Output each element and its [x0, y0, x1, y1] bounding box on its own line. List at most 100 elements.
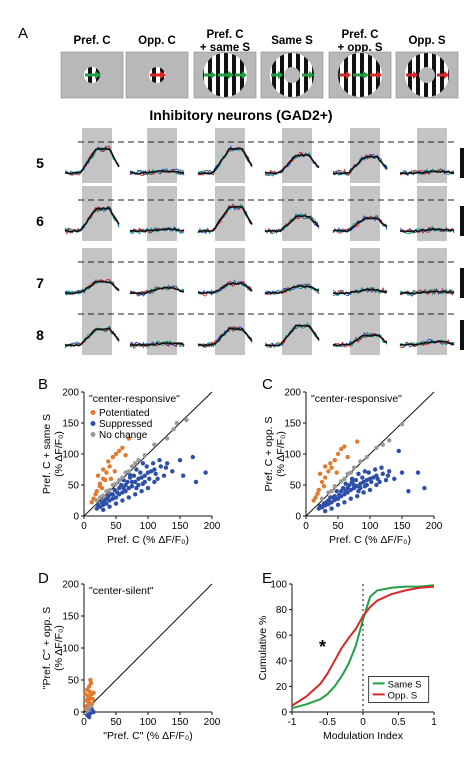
y-tick-label: 150 [284, 419, 301, 430]
data-point [88, 704, 93, 710]
y-tick-label: 200 [62, 580, 79, 591]
significance-star: * [319, 637, 326, 657]
x-tick-label: 50 [110, 717, 122, 728]
data-point [112, 469, 117, 474]
data-point [101, 493, 106, 498]
data-point [113, 501, 119, 506]
x-tick-label: 100 [140, 717, 157, 728]
data-point [335, 451, 341, 457]
stim-window [215, 248, 245, 303]
x-tick-label: -1 [288, 717, 297, 728]
data-point [131, 473, 137, 478]
data-point [126, 469, 131, 474]
cumulative-curve [291, 584, 435, 710]
data-point [329, 465, 334, 470]
data-point [371, 475, 376, 480]
data-point [155, 476, 160, 481]
data-point [138, 470, 143, 475]
data-point [374, 445, 379, 450]
y-tick-label: 200 [284, 388, 301, 399]
legend-label: Suppressed [99, 419, 152, 430]
data-point [107, 464, 112, 469]
data-point [181, 473, 186, 478]
data-point [117, 485, 122, 491]
response-trace [332, 155, 388, 175]
surround-arrowhead [413, 71, 418, 79]
data-point [332, 458, 337, 463]
data-point [165, 461, 170, 466]
x-tick-label: 150 [172, 521, 189, 532]
data-point [343, 481, 348, 486]
data-point [144, 464, 149, 469]
data-point [97, 495, 103, 500]
stim-window [350, 128, 380, 183]
data-point [351, 465, 357, 470]
condition-label: Pref. C [206, 29, 243, 41]
data-point [315, 491, 320, 496]
cumulative-curve [291, 585, 435, 707]
data-point [86, 697, 91, 702]
data-point [349, 476, 355, 481]
row-label: 5 [36, 155, 44, 171]
legend-label: Potentiated [99, 408, 150, 419]
stim-window [417, 300, 447, 355]
data-point [334, 489, 339, 494]
data-point [358, 481, 363, 486]
data-point [129, 484, 135, 489]
data-point [311, 498, 316, 503]
data-point [316, 487, 321, 493]
data-point [101, 507, 106, 512]
center-arrowhead [160, 71, 166, 79]
response-trace [64, 327, 120, 347]
data-point [356, 489, 361, 494]
stim-window [282, 248, 312, 303]
stim-window [417, 248, 447, 303]
data-point [321, 484, 327, 489]
data-point [415, 470, 421, 475]
x-tick-label: 0 [360, 717, 366, 728]
x-tick-label: 150 [394, 521, 411, 532]
data-point [85, 707, 91, 713]
stim-window [82, 128, 112, 183]
surround-arrowhead [377, 71, 382, 79]
data-point [324, 500, 329, 505]
data-point [117, 448, 122, 454]
data-point [140, 481, 146, 486]
data-point [106, 459, 111, 464]
data-point [387, 438, 392, 443]
panel-c-letter: C [262, 376, 273, 393]
response-trace [264, 153, 320, 175]
y-axis-label-units: (% ΔF/F₀) [53, 431, 65, 477]
y-tick-label: 150 [62, 612, 79, 623]
data-point [369, 479, 374, 485]
data-point [107, 504, 112, 509]
response-trace [264, 284, 320, 295]
data-point [374, 482, 379, 488]
data-point [353, 477, 359, 483]
data-point [387, 469, 392, 474]
scatter-plot-b: 00 50 50 100 100 150 150 200 200 "center-responsi… [41, 388, 221, 547]
data-point [422, 485, 427, 491]
panel-b-letter: B [38, 376, 48, 393]
data-point [379, 465, 384, 470]
x-axis-label: Pref. C (% ΔF/F₀) [329, 534, 411, 546]
data-point [88, 681, 94, 686]
response-trace [332, 333, 388, 347]
data-point [152, 479, 157, 485]
data-point [83, 691, 88, 697]
data-point [120, 498, 125, 503]
x-axis-label: Pref. C (% ΔF/F₀) [107, 534, 189, 546]
row-label: 7 [36, 275, 44, 291]
data-point [339, 489, 344, 494]
y-axis-label: Pref. C + opp. S [263, 417, 275, 492]
data-point [358, 459, 363, 464]
y-tick-label: 200 [62, 388, 79, 399]
y-tick-label: 0 [73, 708, 79, 719]
response-trace [264, 215, 320, 233]
response-trace [197, 280, 253, 296]
data-point [355, 439, 360, 444]
data-point [361, 490, 366, 495]
data-point [129, 464, 135, 469]
